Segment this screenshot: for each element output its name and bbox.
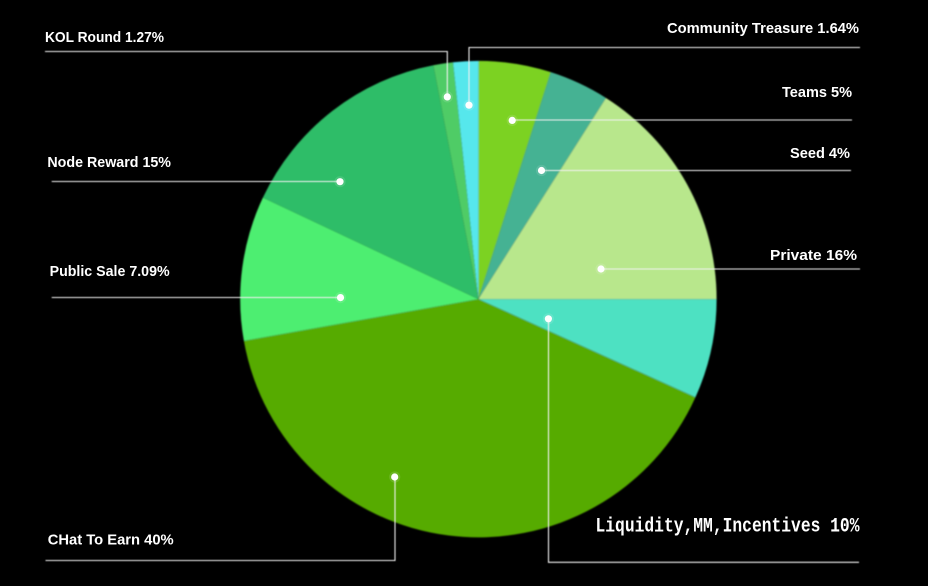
svg-text:Public Sale 7.09%: Public Sale 7.09% xyxy=(50,263,170,280)
svg-text:Liquidity,MM,Incentives 10%: Liquidity,MM,Incentives 10% xyxy=(596,516,861,539)
svg-text:Community Treasure 1.64%: Community Treasure 1.64% xyxy=(667,20,859,37)
svg-text:Teams 5%: Teams 5% xyxy=(782,84,852,101)
svg-text:Private 16%: Private 16% xyxy=(770,247,857,264)
svg-text:Seed 4%: Seed 4% xyxy=(790,145,850,162)
svg-text:KOL Round 1.27%: KOL Round 1.27% xyxy=(45,29,164,46)
svg-text:Node Reward 15%: Node Reward 15% xyxy=(47,154,171,171)
svg-text:CHat To Earn 40%: CHat To Earn 40% xyxy=(48,532,174,549)
